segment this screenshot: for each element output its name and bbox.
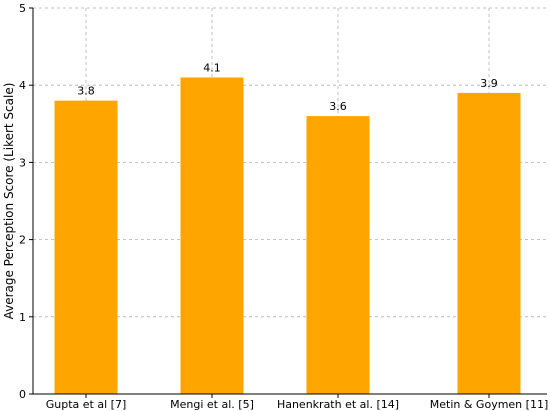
axes <box>32 8 547 395</box>
y-tick-label: 1 <box>19 311 26 324</box>
x-tick-label: Hanenkrath et al. [14] <box>277 398 399 411</box>
y-tick-label: 4 <box>19 79 26 92</box>
bar <box>457 92 521 395</box>
bars <box>54 77 521 395</box>
y-tick-label: 5 <box>19 2 26 15</box>
bar <box>180 77 244 394</box>
bar-value-label: 3.9 <box>480 77 498 90</box>
x-tick-label: Metin & Goymen [11] <box>430 398 548 411</box>
y-axis-title: Average Perception Score (Likert Scale) <box>2 83 16 320</box>
y-tick-label: 3 <box>19 156 26 169</box>
bar <box>306 116 370 394</box>
x-tick-label: Mengi et al. [5] <box>170 398 254 411</box>
y-tick-label: 0 <box>19 388 26 401</box>
y-tick-label: 2 <box>19 234 26 247</box>
bar-value-label: 3.6 <box>329 100 347 113</box>
x-tick-label: Gupta et al [7] <box>46 398 126 411</box>
y-ticks: 0 1 2 3 4 5 <box>19 2 33 401</box>
x-ticks: Gupta et al [7] Mengi et al. [5] Hanenkrat… <box>46 394 548 411</box>
bar <box>54 100 118 394</box>
bar-value-label: 3.8 <box>77 85 95 98</box>
bar-value-label: 4.1 <box>203 61 221 74</box>
data-labels: 3.8 4.1 3.6 3.9 <box>77 61 498 113</box>
